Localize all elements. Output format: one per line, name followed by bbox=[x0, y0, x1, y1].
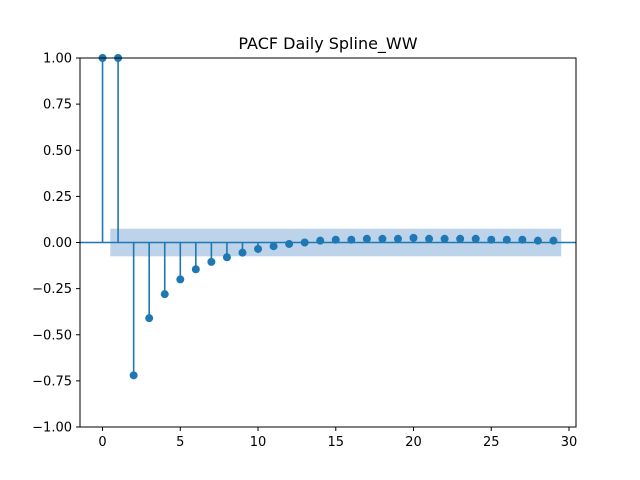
y-tick-label: −0.75 bbox=[32, 374, 72, 389]
x-axis-ticks: 0 5 10 15 20 25 30 bbox=[98, 427, 577, 450]
y-tick-label: 0.00 bbox=[43, 236, 72, 251]
stem-marker bbox=[456, 234, 465, 243]
stem-marker bbox=[518, 235, 527, 244]
stem-marker bbox=[222, 253, 231, 262]
stem-lag-16 bbox=[347, 235, 356, 244]
stem-marker bbox=[176, 275, 185, 284]
stem-marker bbox=[129, 371, 138, 380]
stem-marker bbox=[502, 235, 511, 244]
y-tick-label: 0.50 bbox=[43, 144, 72, 159]
stem-marker bbox=[393, 234, 402, 243]
chart-title: PACF Daily Spline_WW bbox=[238, 34, 417, 54]
y-tick-label: 0.25 bbox=[43, 190, 72, 205]
x-tick-label: 30 bbox=[561, 435, 578, 450]
x-tick-label: 0 bbox=[98, 435, 106, 450]
stem-lag-20 bbox=[409, 233, 418, 243]
stem-marker bbox=[409, 233, 418, 242]
x-tick-label: 25 bbox=[483, 435, 500, 450]
x-tick-label: 5 bbox=[176, 435, 184, 450]
stem-marker bbox=[269, 242, 278, 251]
stem-lag-4 bbox=[160, 242, 169, 299]
stem-marker bbox=[238, 248, 247, 257]
stem-marker bbox=[300, 238, 309, 247]
stem-lag-26 bbox=[502, 235, 511, 244]
stem-marker bbox=[378, 234, 387, 243]
stem-lag-9 bbox=[238, 242, 247, 257]
stem-marker bbox=[487, 235, 496, 244]
stem-lag-5 bbox=[176, 242, 185, 284]
stem-lag-7 bbox=[207, 242, 216, 266]
stem-lag-25 bbox=[487, 235, 496, 244]
stem-marker bbox=[347, 235, 356, 244]
x-tick-label: 15 bbox=[328, 435, 345, 450]
x-tick-label: 10 bbox=[250, 435, 267, 450]
stem-marker bbox=[425, 234, 434, 243]
stem-lag-2 bbox=[129, 242, 138, 380]
stem-lag-29 bbox=[549, 236, 558, 245]
stem-lag-13 bbox=[300, 238, 309, 247]
stem-marker bbox=[207, 257, 216, 266]
stem-lag-11 bbox=[269, 242, 278, 251]
stem-marker bbox=[471, 234, 480, 243]
y-tick-label: −1.00 bbox=[32, 421, 72, 436]
stem-lag-24 bbox=[471, 234, 480, 243]
y-axis-ticks: 1.00 0.75 0.50 0.25 0.00 −0.25 −0.50 −0.75 −1.00 bbox=[32, 52, 80, 436]
stem-marker bbox=[362, 234, 371, 243]
stem-lag-23 bbox=[456, 234, 465, 243]
stem-marker bbox=[331, 235, 340, 244]
stem-marker bbox=[254, 244, 263, 253]
y-tick-label: −0.50 bbox=[32, 328, 72, 343]
stem-lag-18 bbox=[378, 234, 387, 243]
stem-lag-14 bbox=[316, 236, 325, 245]
stem-marker bbox=[191, 265, 200, 274]
y-tick-label: 0.75 bbox=[43, 98, 72, 113]
stem-lag-17 bbox=[362, 234, 371, 243]
stem-marker bbox=[533, 236, 542, 245]
stem-lag-28 bbox=[533, 236, 542, 245]
stem-lag-12 bbox=[285, 239, 294, 248]
stem-marker bbox=[160, 290, 169, 299]
stem-lag-21 bbox=[425, 234, 434, 243]
stem-lag-6 bbox=[191, 242, 200, 274]
stem-marker bbox=[549, 236, 558, 245]
stem-lag-0 bbox=[98, 54, 107, 243]
y-tick-label: −0.25 bbox=[32, 282, 72, 297]
y-tick-label: 1.00 bbox=[43, 52, 72, 67]
stem-marker bbox=[285, 239, 294, 248]
stem-marker bbox=[440, 234, 449, 243]
stem-lag-19 bbox=[393, 234, 402, 243]
stem-lag-22 bbox=[440, 234, 449, 243]
stem-lag-15 bbox=[331, 235, 340, 244]
stem-lag-27 bbox=[518, 235, 527, 244]
stem-lag-8 bbox=[222, 242, 231, 262]
stem-marker bbox=[145, 314, 154, 323]
stem-lag-1 bbox=[114, 54, 123, 243]
stem-layer bbox=[98, 54, 558, 380]
stem-marker bbox=[316, 236, 325, 245]
x-tick-label: 20 bbox=[405, 435, 422, 450]
stem-lag-10 bbox=[254, 242, 263, 253]
stem-lag-3 bbox=[145, 242, 154, 323]
